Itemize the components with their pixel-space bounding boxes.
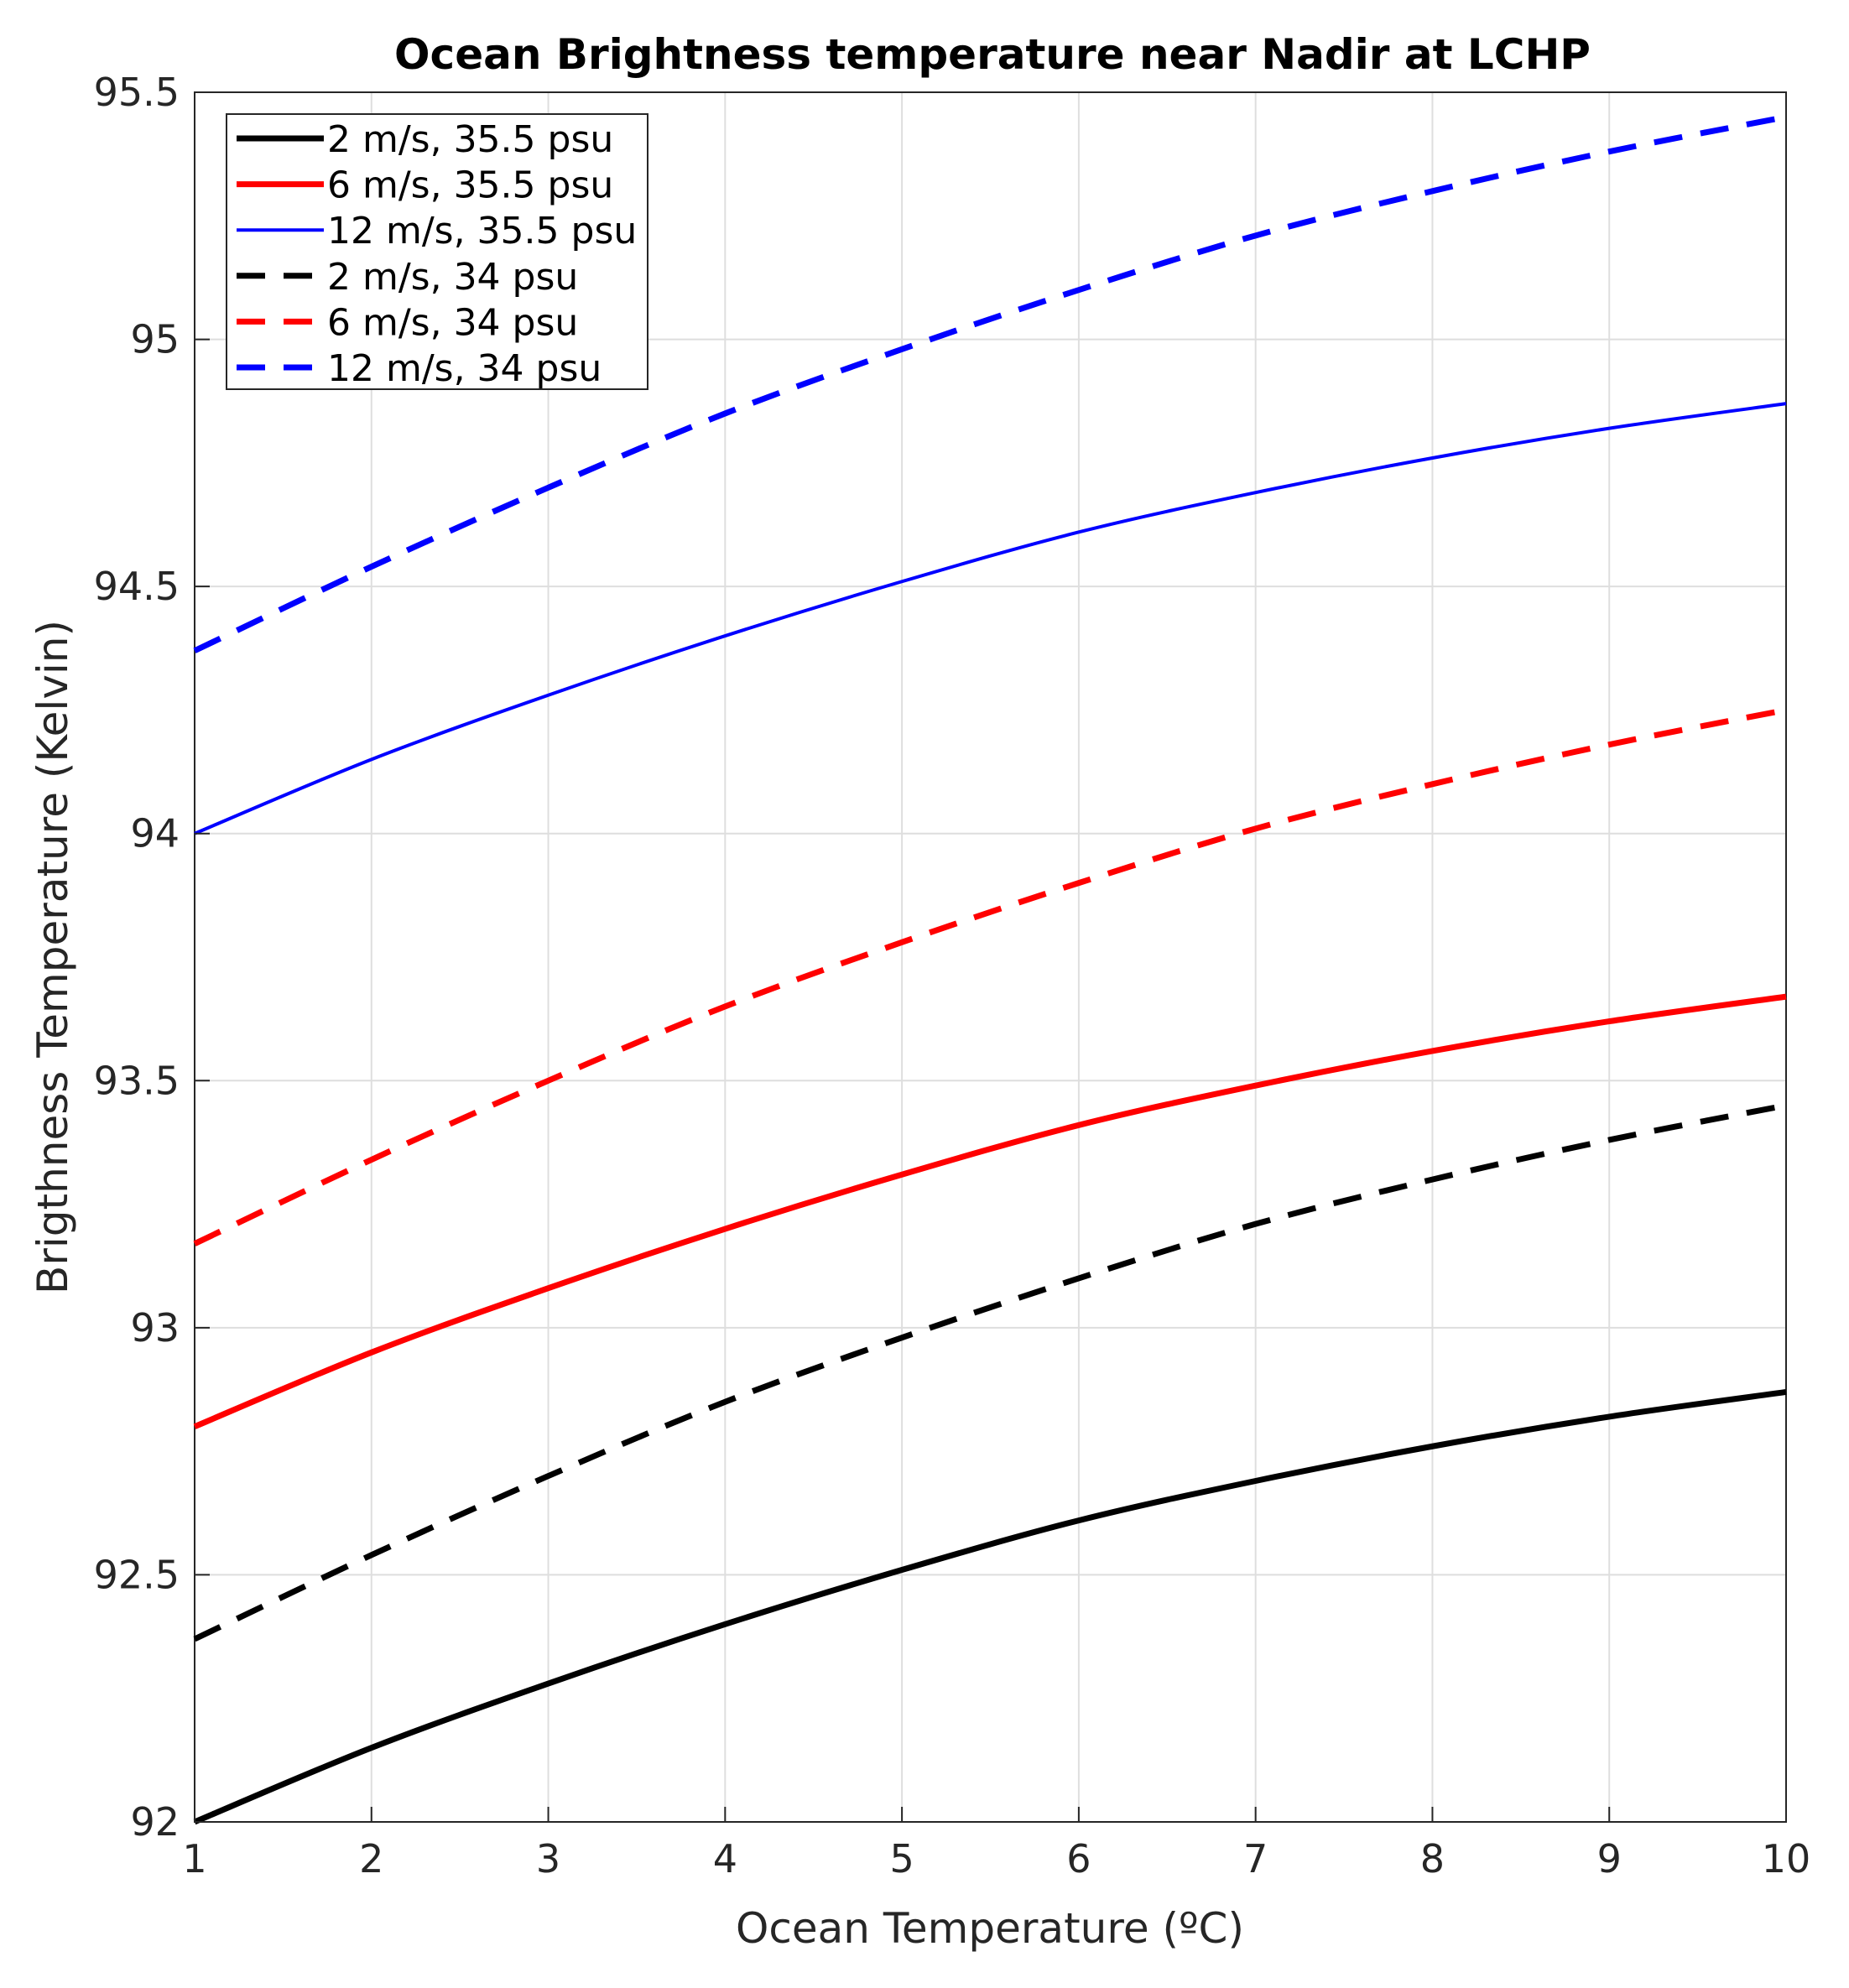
x-tick-label: 10 <box>1762 1836 1811 1881</box>
y-tick-label: 94.5 <box>94 564 180 609</box>
y-tick-label: 92.5 <box>94 1552 180 1597</box>
plot-frame <box>194 91 1787 1823</box>
y-tick-label: 95.5 <box>94 70 180 115</box>
legend-label: 6 m/s, 35.5 psu <box>327 164 613 207</box>
y-axis-ticks: 92 92.5 93 93.5 94 94.5 95 95.5 <box>94 70 210 1845</box>
x-tick-label: 9 <box>1597 1836 1622 1881</box>
series-layer <box>193 114 1787 1825</box>
x-axis-ticks: 1 2 3 4 5 6 7 8 9 10 <box>182 1807 1810 1881</box>
series-line-6-m-s-35-5-psu <box>193 993 1787 1429</box>
legend-label: 6 m/s, 34 psu <box>327 301 578 344</box>
series-line-12-m-s-35-5-psu <box>194 402 1787 835</box>
x-tick-label: 1 <box>182 1836 206 1881</box>
x-tick-label: 4 <box>713 1836 737 1881</box>
x-tick-label: 5 <box>889 1836 914 1881</box>
y-tick-label: 94 <box>130 811 180 856</box>
x-tick-label: 8 <box>1420 1836 1445 1881</box>
x-tick-label: 6 <box>1066 1836 1091 1881</box>
legend-label: 12 m/s, 34 psu <box>327 347 602 390</box>
y-axis-label: Brigthness Temperature (Kelvin) <box>29 620 77 1294</box>
legend-box <box>226 113 648 390</box>
x-tick-label: 3 <box>536 1836 560 1881</box>
y-tick-label: 95 <box>130 317 180 362</box>
x-tick-label: 2 <box>359 1836 383 1881</box>
legend-label: 12 m/s, 35.5 psu <box>327 210 637 252</box>
chart-title: Ocean Brightness temperature near Nadir … <box>394 30 1591 79</box>
x-axis-label: Ocean Temperature (ºC) <box>736 1904 1244 1953</box>
x-tick-label: 7 <box>1243 1836 1268 1881</box>
y-tick-label: 92 <box>130 1799 180 1845</box>
y-tick-label: 93.5 <box>94 1058 180 1103</box>
series-line-2-m-s-35-5-psu <box>193 1388 1787 1825</box>
legend-label: 2 m/s, 35.5 psu <box>327 118 613 161</box>
legend-label: 2 m/s, 34 psu <box>327 256 578 299</box>
y-tick-label: 93 <box>130 1305 180 1350</box>
